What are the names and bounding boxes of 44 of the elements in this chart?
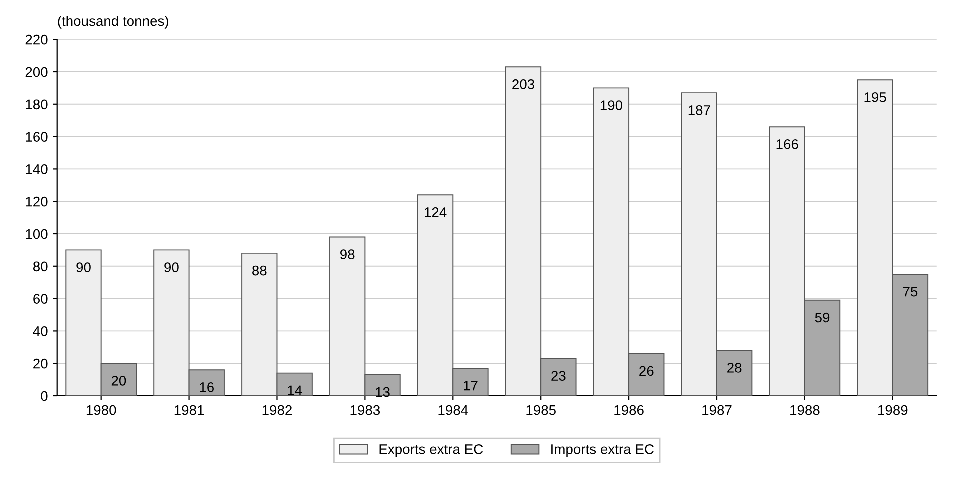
data-label: 14: [288, 386, 302, 396]
y-tick-label: 100: [26, 229, 48, 240]
x-tick-label: 1981: [174, 405, 204, 416]
data-label: 28: [728, 363, 742, 373]
x-tick-label: 1984: [438, 405, 468, 416]
data-label: 88: [252, 266, 267, 276]
data-label: 75: [903, 287, 918, 297]
y-tick-label: 140: [26, 164, 48, 174]
x-tick-label: 1982: [262, 405, 292, 416]
x-tick-label: 1980: [86, 405, 116, 416]
data-label: 124: [425, 208, 447, 218]
data-label: 187: [688, 105, 710, 116]
data-label: 16: [200, 382, 214, 392]
x-tick-label: 1983: [350, 405, 380, 416]
x-tick-label: 1988: [790, 405, 820, 416]
data-label: 90: [164, 262, 179, 272]
y-tick-label: 0: [41, 391, 48, 402]
data-label: 17: [464, 381, 478, 391]
data-label: 190: [600, 100, 622, 110]
data-label: 59: [815, 312, 830, 323]
legend-label: Imports extra EC: [552, 444, 654, 458]
y-tick-label: 40: [33, 326, 48, 336]
y-tick-label: 160: [26, 132, 48, 142]
y-tick-label: 220: [26, 34, 48, 45]
data-label: 20: [112, 376, 126, 386]
data-label: 98: [340, 250, 355, 260]
data-label: 90: [76, 262, 91, 272]
data-label: 23: [552, 371, 566, 381]
x-tick-label: 1989: [878, 405, 908, 416]
y-tick-label: 20: [34, 358, 48, 369]
data-label: 203: [512, 80, 534, 90]
x-tick-label: 1986: [614, 405, 644, 416]
y-tick-label: 200: [26, 67, 48, 78]
data-label: 166: [776, 140, 798, 150]
data-label: 195: [864, 92, 886, 102]
data-label: 26: [640, 366, 654, 376]
y-tick-label: 120: [26, 196, 48, 207]
x-tick-label: 1987: [702, 405, 732, 416]
x-tick-label: 1985: [526, 405, 556, 416]
y-axis-title: (thousand tonnes): [58, 16, 168, 29]
y-tick-label: 60: [34, 294, 48, 304]
legend-label: Exports extra EC: [380, 444, 484, 458]
y-tick-label: 80: [33, 262, 48, 272]
y-tick-label: 180: [26, 100, 48, 110]
